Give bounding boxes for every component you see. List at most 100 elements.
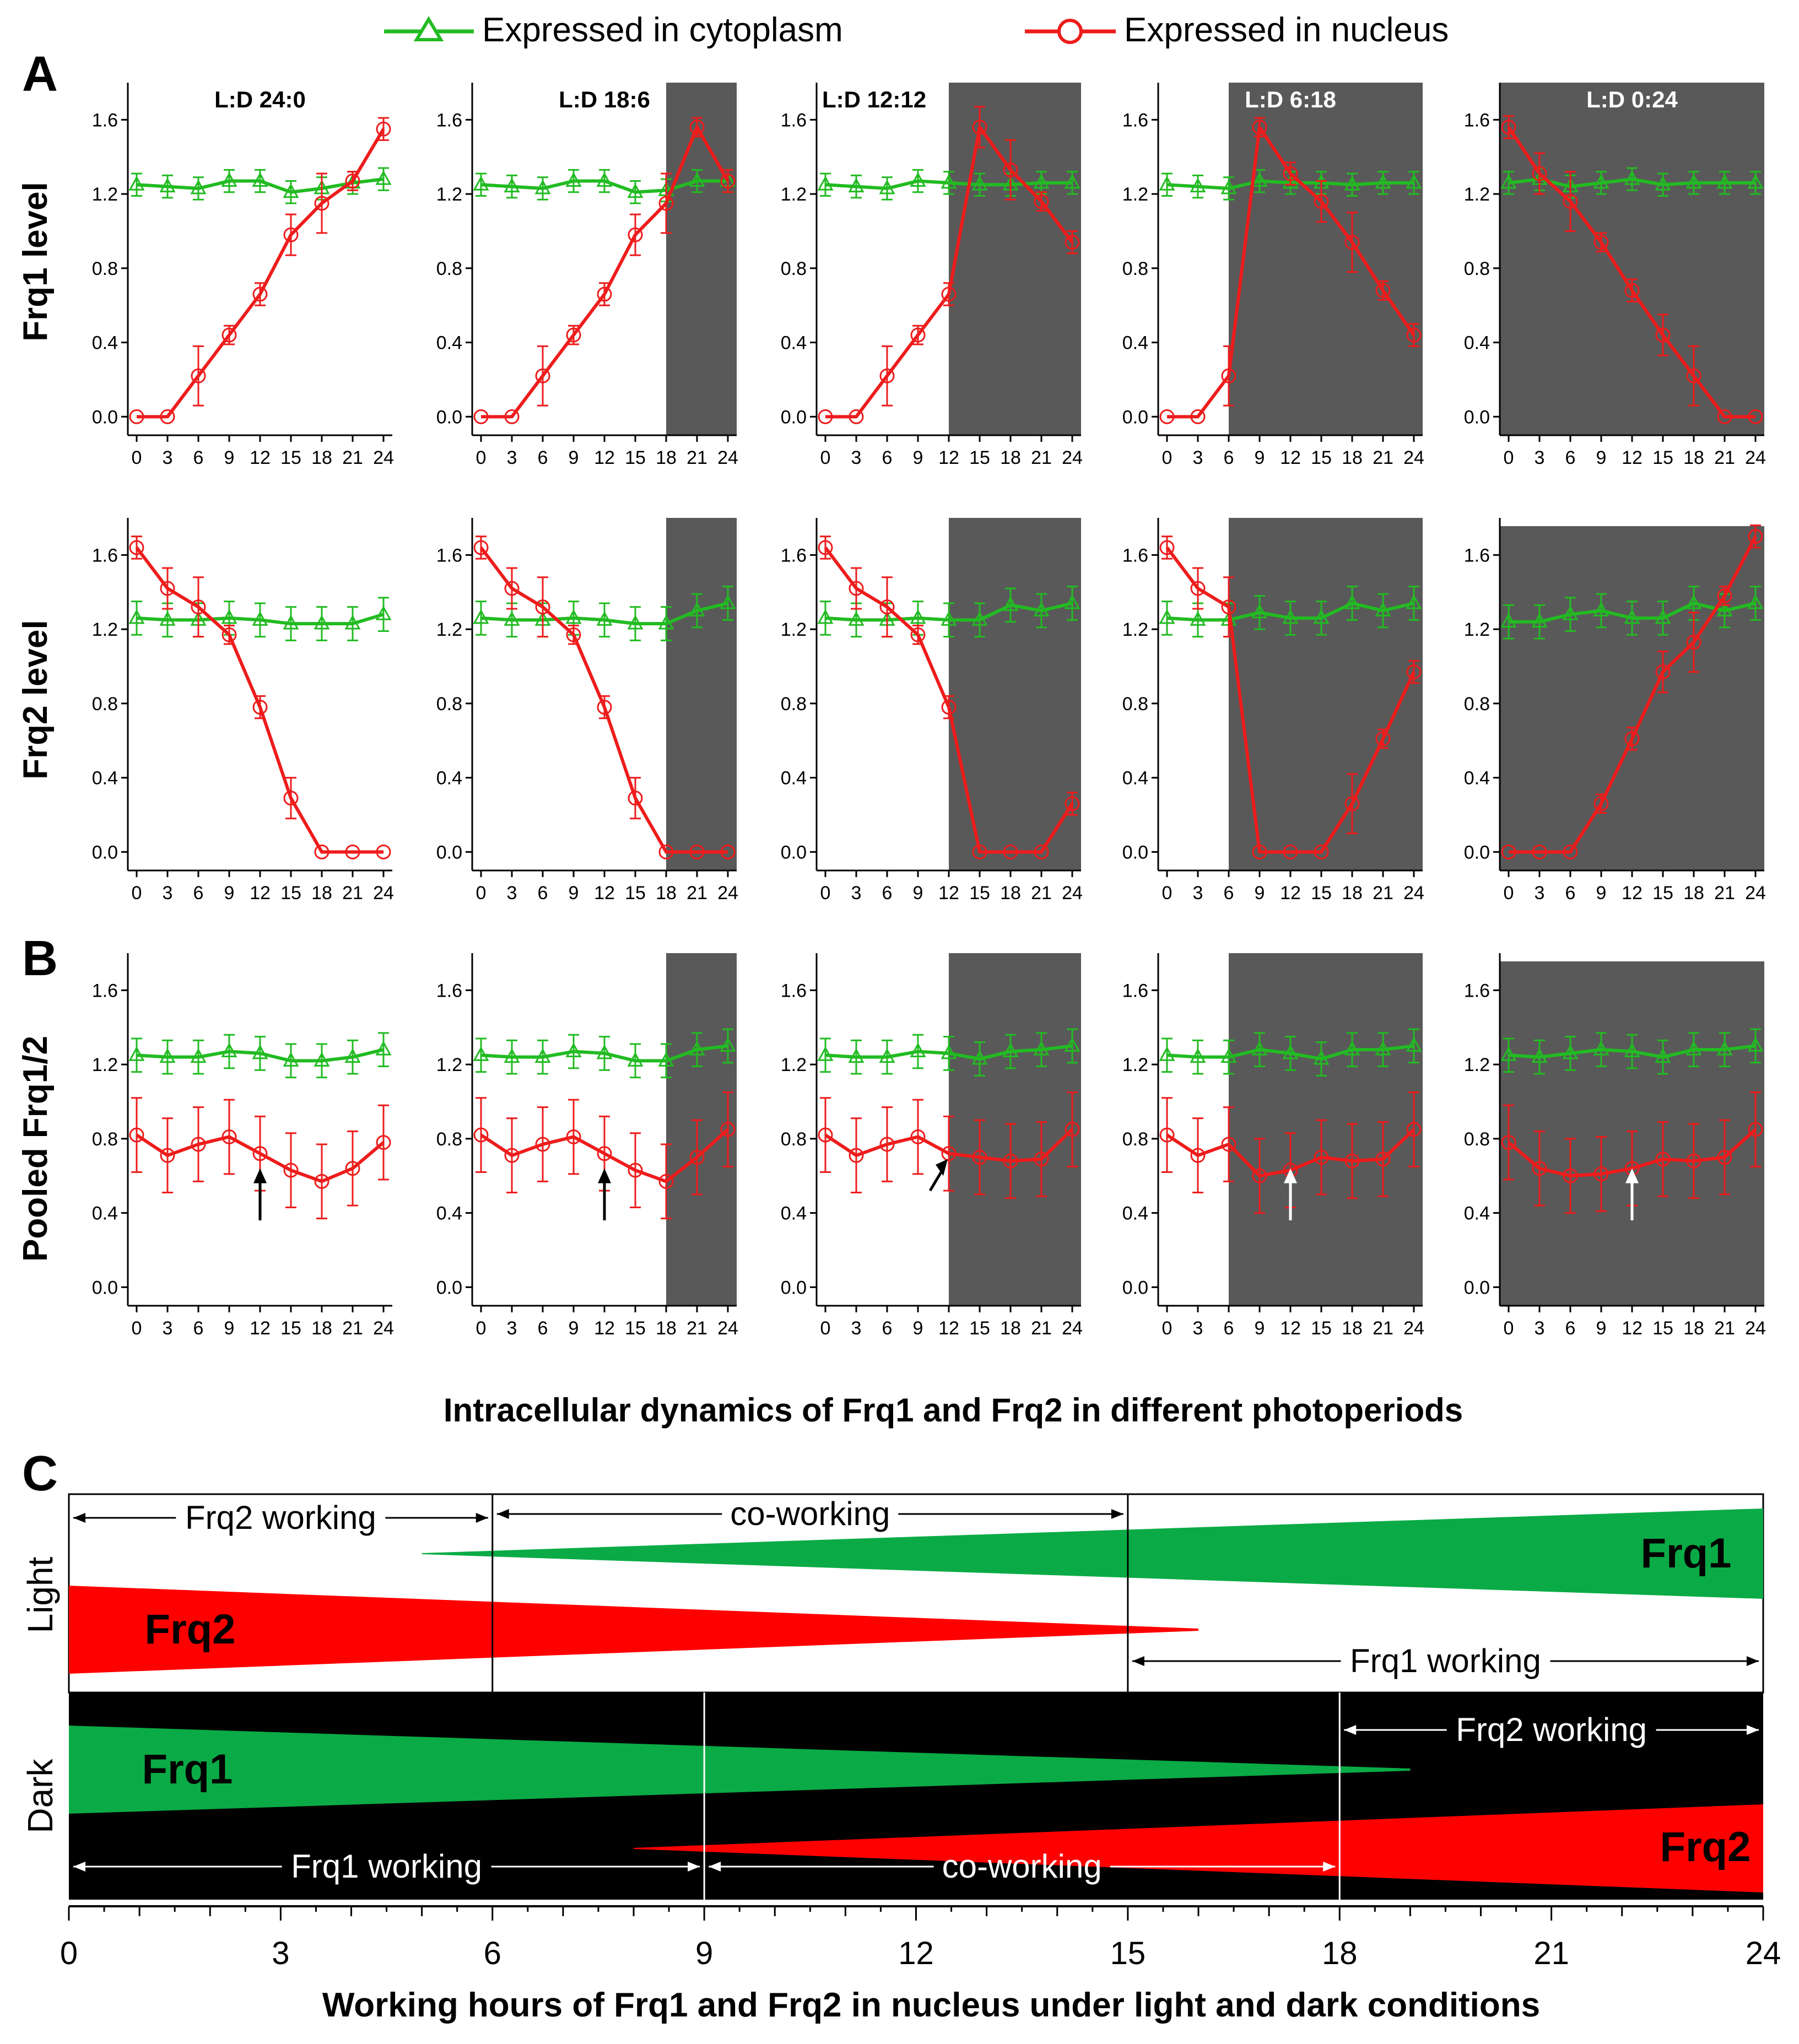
legend-cytoplasm-label: Expressed in cytoplasm [482, 11, 843, 49]
nucleus-point [1686, 1153, 1701, 1169]
nucleus-point [879, 368, 895, 383]
light-frq2-wedge [69, 1586, 1198, 1674]
nucleus-point [941, 286, 957, 302]
nucleus-point [252, 286, 268, 302]
dark-period-shading [666, 518, 737, 870]
x-tick-label: 12 [594, 1318, 615, 1339]
cytoplasm-point [504, 1048, 520, 1063]
nucleus-point [1748, 529, 1763, 544]
x-tick-label: 24 [373, 447, 394, 468]
chart-panel: 0.0 0.4 0.8 1.2 1.6 0 3 6 9 12 15 18 21 24 L:D 12:12 [781, 83, 1083, 468]
cytoplasm-point [941, 1044, 957, 1059]
cytoplasm-point [1251, 1041, 1268, 1056]
cytoplasm-point [159, 177, 176, 193]
cytoplasm-point [848, 611, 865, 626]
cytoplasm-point [689, 602, 705, 617]
x-tick-label: 0 [1162, 1318, 1173, 1339]
nucleus-point [535, 1137, 550, 1152]
nucleus-point [1003, 844, 1018, 859]
x-tick-label: 3 [1193, 883, 1203, 904]
span-arrowhead [688, 1862, 700, 1872]
x-tick-label: 12 [938, 447, 959, 468]
nucleus-point [222, 1129, 237, 1144]
nucleus-point [689, 120, 705, 135]
row-label-frq2: Frq2 level [17, 620, 55, 779]
cytoplasm-point [1064, 1037, 1081, 1052]
x-tick-label: 9 [1596, 883, 1607, 904]
y-tick-label: 1.6 [1464, 110, 1490, 131]
cytoplasm-point [1282, 609, 1299, 624]
chart-panel: 0.0 0.4 0.8 1.2 1.6 0 3 6 9 12 15 18 21 24 L:D 0:24 [1464, 83, 1766, 468]
cytoplasm-point [879, 179, 895, 194]
cytoplasm-point [941, 174, 957, 189]
y-tick-label: 0.0 [436, 1277, 462, 1298]
nucleus-point [1221, 1137, 1236, 1152]
cytoplasm-point [1685, 174, 1702, 189]
photoperiod-title: L:D 0:24 [1586, 86, 1678, 112]
chart-panel: 0.0 0.4 0.8 1.2 1.6 0 3 6 9 12 15 18 21 24 [1464, 953, 1766, 1339]
nucleus-point [473, 540, 489, 555]
x-tick-label: 12 [1280, 447, 1301, 468]
x-tick-label: 3 [163, 447, 173, 468]
y-tick-label: 1.6 [781, 980, 807, 1001]
cytoplasm-point [314, 1052, 330, 1067]
x-tick-label: 15 [280, 447, 301, 468]
cytoplasm-series-line [136, 1048, 384, 1063]
cytoplasm-point [128, 609, 145, 624]
time-tick-label: 15 [1110, 1935, 1146, 1971]
cytoplasm-point [817, 176, 834, 191]
span-arrowhead [73, 1513, 85, 1523]
nucleus-point [720, 844, 736, 859]
cytoplasm-point [504, 611, 520, 626]
cytoplasm-point [473, 609, 489, 624]
nucleus-point [1283, 166, 1298, 181]
x-tick-label: 24 [1745, 1318, 1766, 1339]
x-tick-label: 6 [538, 883, 548, 904]
dark-period-shading [1229, 953, 1423, 1306]
nucleus-point [941, 700, 957, 715]
nucleus-series-line [1509, 536, 1757, 854]
y-tick-label: 1.2 [92, 619, 118, 640]
nucleus-point [504, 581, 520, 596]
span-arrowhead [709, 1862, 721, 1872]
dark-period-shading [666, 953, 737, 1306]
nucleus-series-line [481, 123, 730, 419]
x-tick-label: 24 [373, 1318, 394, 1339]
nucleus-point [1563, 194, 1578, 209]
nucleus-point [1686, 635, 1701, 650]
nucleus-point [1655, 327, 1671, 343]
cytoplasm-point [252, 172, 268, 187]
y-tick-label: 1.2 [1122, 619, 1148, 640]
nucleus-point [1283, 844, 1298, 859]
legend-nucleus-label: Expressed in nucleus [1124, 11, 1449, 49]
nucleus-point [1159, 1127, 1175, 1143]
span-arrowhead [1132, 1656, 1144, 1666]
x-tick-label: 21 [1373, 883, 1393, 904]
cytoplasm-point [1220, 179, 1237, 194]
y-tick-label: 0.0 [92, 1277, 118, 1298]
cytoplasm-point [1500, 613, 1517, 628]
x-tick-label: 24 [1062, 1318, 1083, 1339]
nucleus-point [473, 409, 489, 424]
x-tick-label: 0 [132, 883, 142, 904]
x-tick-label: 24 [717, 1318, 738, 1339]
x-tick-label: 6 [538, 1318, 548, 1339]
nucleus-point [972, 120, 987, 135]
cytoplasm-series-line [480, 1044, 728, 1063]
dark-frq1-wedge [69, 1726, 1411, 1814]
x-tick-label: 12 [938, 1318, 959, 1339]
y-tick-label: 1.2 [1464, 184, 1490, 205]
cytoplasm-point [1531, 613, 1548, 628]
x-tick-label: 0 [132, 447, 142, 468]
cytoplasm-point [1002, 596, 1019, 611]
time-tick-label: 12 [898, 1935, 934, 1971]
x-tick-label: 21 [342, 447, 363, 468]
dark-period-shading [1500, 83, 1764, 435]
x-tick-label: 18 [1000, 1318, 1021, 1339]
x-tick-label: 3 [851, 447, 862, 468]
nucleus-point [345, 174, 360, 189]
nucleus-point [473, 1127, 489, 1143]
cytoplasm-point [627, 1052, 644, 1067]
y-tick-label: 0.8 [92, 1129, 118, 1150]
cytoplasm-point [1190, 611, 1206, 626]
